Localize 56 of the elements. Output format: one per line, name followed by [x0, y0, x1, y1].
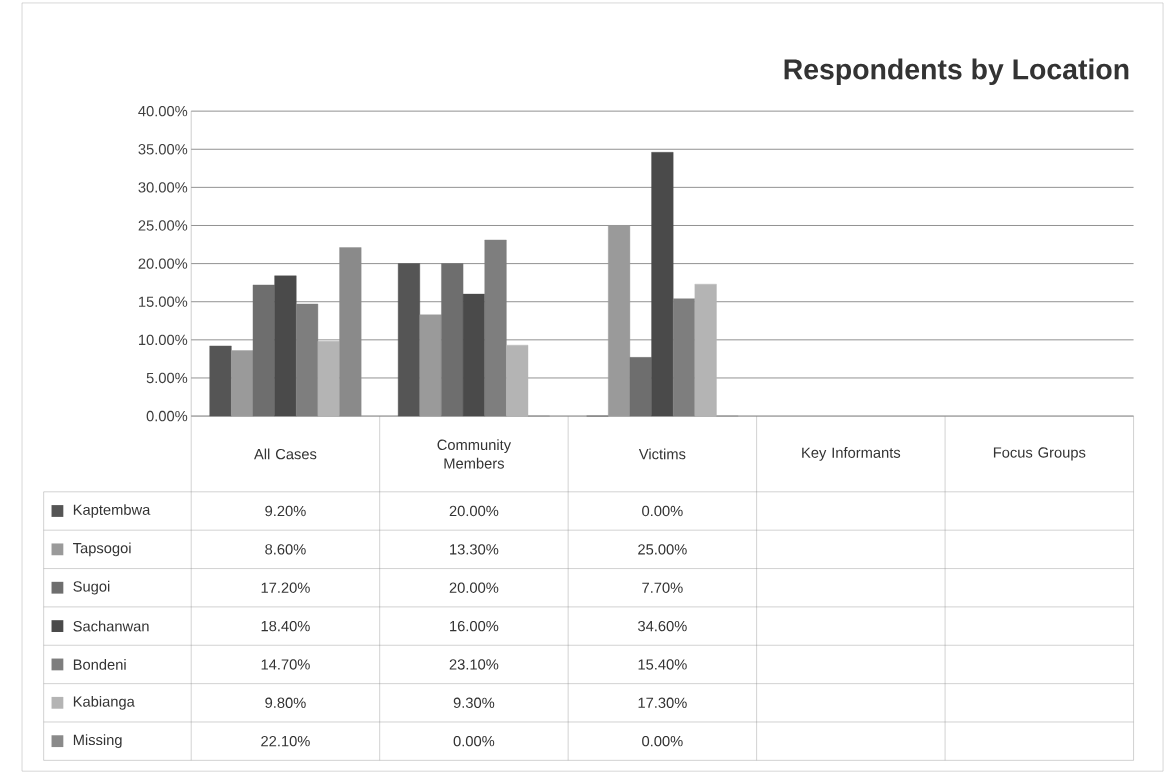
bar	[694, 283, 717, 417]
data-label: 14.70%	[261, 659, 310, 670]
data-label: 17.20%	[261, 582, 310, 593]
legend-label: Kabianga	[73, 695, 135, 710]
y-tick-label: 15.00%	[139, 296, 188, 307]
data-label: 18.40%	[261, 620, 310, 632]
data-label: 20.00%	[449, 505, 499, 517]
bar	[209, 345, 232, 417]
bar	[651, 152, 674, 417]
data-label: 15.40%	[638, 659, 687, 670]
bar	[397, 263, 421, 417]
x-tick-label: Community Members	[437, 439, 512, 469]
y-tick-label: 20.00%	[138, 258, 188, 269]
bar	[629, 357, 652, 417]
bar	[506, 344, 529, 417]
x-tick-label: All Cases	[254, 448, 317, 460]
data-label: 16.00%	[450, 620, 499, 632]
data-label: 17.30%	[638, 697, 687, 708]
y-tick-label: 30.00%	[138, 182, 188, 193]
data-label: 9.30%	[453, 697, 495, 708]
y-tick-label: 35.00%	[138, 143, 188, 155]
legend-label: Missing	[73, 734, 122, 748]
bar	[419, 314, 442, 417]
legend-label: Sachanwan	[73, 620, 149, 632]
x-tick-label: Key Informants	[802, 447, 901, 461]
legend-label: Tapsogoi	[73, 542, 131, 557]
bar	[274, 275, 297, 417]
chart-title: Respondents by Location	[784, 58, 1129, 85]
bar	[317, 341, 340, 417]
data-label: 9.80%	[265, 697, 306, 708]
data-label: 22.10%	[261, 735, 310, 747]
bar	[673, 298, 696, 417]
legend-label: Sugoi	[73, 580, 110, 595]
x-tick-label: Focus Groups	[993, 447, 1086, 461]
y-tick-label: 40.00%	[138, 105, 188, 117]
data-label: 0.00%	[453, 735, 495, 747]
legend-label: Kaptembwa	[73, 504, 151, 518]
bar	[462, 293, 485, 417]
bar	[608, 225, 631, 417]
data-label: 7.70%	[642, 582, 683, 593]
data-label: 8.60%	[265, 544, 306, 555]
y-tick-label: 0.00%	[146, 410, 188, 422]
data-label: 20.00%	[449, 582, 499, 593]
legend-label: Bondeni	[73, 658, 126, 670]
bar	[231, 350, 254, 417]
y-tick-label: 5.00%	[146, 372, 188, 384]
data-label: 9.20%	[265, 505, 306, 517]
data-label: 13.30%	[450, 544, 499, 555]
y-tick-label: 10.00%	[139, 334, 188, 345]
data-label: 23.10%	[449, 659, 499, 670]
x-tick-label: Victims	[638, 448, 686, 460]
y-tick-label: 25.00%	[138, 220, 188, 231]
data-label: 34.60%	[638, 620, 687, 632]
data-label: 0.00%	[642, 735, 683, 747]
data-label: 25.00%	[638, 544, 687, 555]
data-label: 0.00%	[642, 505, 683, 517]
